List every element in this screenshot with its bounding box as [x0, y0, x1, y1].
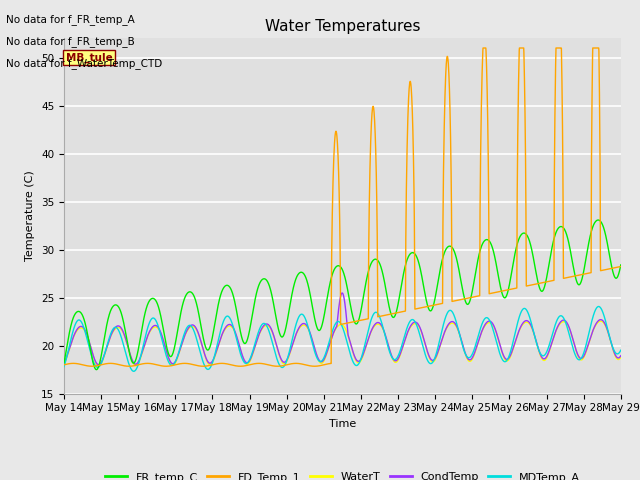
MDTemp_A: [274, 358, 282, 364]
WaterT: [60, 361, 68, 367]
Text: No data for f_FR_temp_A: No data for f_FR_temp_A: [6, 14, 135, 25]
FD_Temp_1: [274, 363, 282, 369]
FD_Temp_1: [479, 45, 487, 51]
WaterT: [298, 323, 306, 328]
MDTemp_A: [298, 312, 306, 317]
FR_temp_C: [60, 360, 68, 366]
CondTemp: [274, 347, 282, 352]
MDTemp_A: [606, 336, 614, 342]
MDTemp_A: [124, 357, 131, 362]
FR_temp_C: [157, 313, 164, 319]
FR_temp_C: [298, 269, 306, 275]
FR_temp_C: [595, 217, 602, 223]
Line: FD_Temp_1: FD_Temp_1: [64, 48, 621, 366]
Line: WaterT: WaterT: [64, 321, 621, 366]
FD_Temp_1: [606, 266, 614, 272]
FD_Temp_1: [124, 363, 132, 369]
FR_temp_C: [606, 256, 614, 262]
WaterT: [274, 347, 282, 353]
Line: MDTemp_A: MDTemp_A: [64, 307, 621, 372]
WaterT: [597, 318, 605, 324]
CondTemp: [298, 321, 306, 327]
WaterT: [124, 343, 132, 349]
MDTemp_A: [595, 304, 602, 310]
X-axis label: Time: Time: [329, 419, 356, 429]
WaterT: [95, 363, 102, 369]
CondTemp: [617, 353, 625, 359]
CondTemp: [157, 329, 164, 335]
FR_temp_C: [274, 323, 282, 329]
Title: Water Temperatures: Water Temperatures: [265, 20, 420, 35]
MDTemp_A: [617, 348, 625, 353]
WaterT: [546, 346, 554, 352]
CondTemp: [60, 360, 68, 366]
CondTemp: [339, 290, 346, 296]
Text: MB_tule: MB_tule: [66, 52, 113, 63]
FD_Temp_1: [88, 363, 96, 369]
MDTemp_A: [546, 339, 554, 345]
Line: FR_temp_C: FR_temp_C: [64, 220, 621, 370]
MDTemp_A: [60, 364, 68, 370]
CondTemp: [124, 343, 132, 348]
WaterT: [157, 330, 164, 336]
FD_Temp_1: [60, 362, 68, 368]
Line: CondTemp: CondTemp: [64, 293, 621, 365]
Text: No data for f_FR_temp_B: No data for f_FR_temp_B: [6, 36, 135, 47]
CondTemp: [606, 336, 614, 342]
MDTemp_A: [157, 332, 164, 338]
FD_Temp_1: [298, 361, 306, 367]
CondTemp: [95, 362, 102, 368]
FD_Temp_1: [617, 264, 625, 269]
FR_temp_C: [124, 341, 132, 347]
WaterT: [606, 337, 614, 343]
FD_Temp_1: [547, 278, 554, 284]
Text: No data for f_WaterTemp_CTD: No data for f_WaterTemp_CTD: [6, 58, 163, 69]
Y-axis label: Temperature (C): Temperature (C): [26, 170, 35, 262]
FR_temp_C: [93, 367, 100, 372]
FR_temp_C: [617, 262, 625, 268]
FR_temp_C: [546, 255, 554, 261]
WaterT: [617, 354, 625, 360]
FD_Temp_1: [157, 363, 164, 369]
Legend: FR_temp_C, FD_Temp_1, WaterT, CondTemp, MDTemp_A: FR_temp_C, FD_Temp_1, WaterT, CondTemp, …: [100, 468, 584, 480]
MDTemp_A: [130, 369, 138, 374]
CondTemp: [547, 345, 554, 350]
